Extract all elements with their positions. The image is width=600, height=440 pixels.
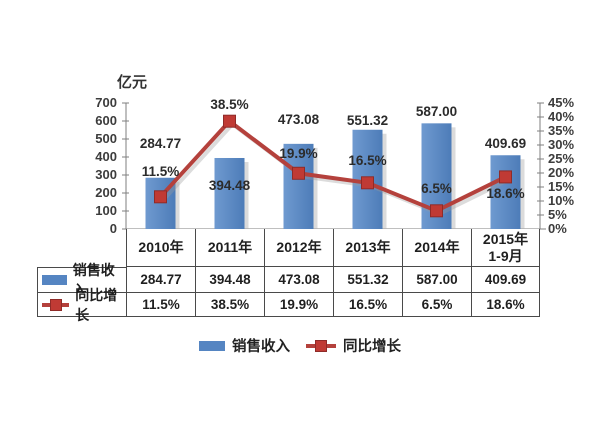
table-value: 284.77 — [126, 267, 195, 293]
line-series — [154, 114, 512, 218]
bar-value-label: 473.08 — [278, 112, 320, 127]
row-legend: 销售收入 — [37, 262, 126, 298]
line-value-label: 18.6% — [486, 186, 524, 201]
bar-value-label: 409.69 — [485, 136, 526, 151]
table-value: 11.5% — [126, 293, 195, 317]
right-axis-tick-label: 0% — [548, 221, 567, 236]
year-header: 2014年 — [402, 229, 471, 267]
bar-swatch-icon — [42, 275, 67, 285]
bar — [490, 155, 521, 229]
table-value: 16.5% — [333, 293, 402, 317]
table-value: 551.32 — [333, 267, 402, 293]
bar-value-label: 394.48 — [209, 178, 251, 193]
left-axis-tick-label: 0 — [110, 221, 117, 236]
line-marker — [223, 114, 236, 128]
bar-value-label: 587.00 — [416, 104, 457, 119]
table-value: 19.9% — [264, 293, 333, 317]
right-axis-tick-label: 10% — [548, 193, 574, 208]
bar-swatch-icon — [199, 340, 225, 351]
line-value-label: 38.5% — [210, 97, 248, 112]
bars-series — [145, 123, 525, 229]
left-axis-unit-label: 亿元 — [117, 74, 148, 91]
year-header: 2015年 1-9月 — [471, 229, 540, 267]
line-marker — [292, 166, 305, 180]
table-value: 587.00 — [402, 267, 471, 293]
line-marker — [499, 170, 512, 184]
left-axis-tick-label: 600 — [95, 113, 117, 128]
year-header: 2010年 — [126, 229, 195, 267]
left-axis-tick-label: 400 — [95, 149, 117, 164]
legend-label: 同比增长 — [343, 339, 401, 355]
chart-legend: 销售收入 同比增长 — [0, 335, 600, 356]
year-header: 2012年 — [264, 229, 333, 267]
bar — [283, 143, 314, 229]
right-axis-tick-label: 40% — [548, 109, 574, 124]
right-axis-tick-label: 5% — [548, 207, 567, 222]
left-axis-tick-label: 200 — [95, 185, 117, 200]
line-marker — [361, 176, 374, 190]
axes — [122, 102, 546, 230]
bar-value-label: 551.32 — [347, 113, 388, 128]
year-header: 2013年 — [333, 229, 402, 267]
line-value-label: 16.5% — [348, 153, 386, 168]
legend-label: 销售收入 — [232, 339, 290, 355]
table-value: 38.5% — [195, 293, 264, 317]
row-legend: 同比增长 — [37, 287, 126, 323]
line-swatch-icon — [42, 298, 70, 311]
right-axis-tick-label: 45% — [548, 95, 574, 110]
data-table: 2010年 2011年 2012年 2013年 2014年 2015年 1-9月销售收入 28… — [37, 229, 540, 323]
right-axis-tick-label: 30% — [548, 137, 574, 152]
left-axis-tick-label: 300 — [95, 167, 117, 182]
table-value: 473.08 — [264, 267, 333, 293]
bar-value-label: 284.77 — [140, 136, 181, 151]
bar — [214, 157, 245, 229]
line-shadow — [162, 121, 510, 216]
right-axis-tick-label: 25% — [548, 151, 574, 166]
table-value: 409.69 — [471, 267, 540, 293]
combo-chart-plot: 700 600 500 400 300 200 100 0 45%40%35%30%25%20%… — [95, 95, 574, 236]
line-marker-icon — [49, 298, 62, 311]
table-value: 18.6% — [471, 293, 540, 317]
growth-line — [159, 118, 507, 213]
year-header: 2011年 — [195, 229, 264, 267]
right-axis-tick-label: 35% — [548, 123, 574, 138]
table-value: 394.48 — [195, 267, 264, 293]
left-axis-tick-label: 500 — [95, 131, 117, 146]
line-value-label: 11.5% — [142, 164, 180, 179]
line-swatch-icon — [306, 339, 336, 352]
line-value-label: 19.9% — [279, 146, 317, 161]
legend-item: 销售收入 — [199, 335, 290, 356]
line-marker — [154, 190, 167, 204]
row-legend-label: 同比增长 — [75, 286, 118, 323]
left-axis-tick-label: 700 — [95, 95, 117, 110]
table-value: 6.5% — [402, 293, 471, 317]
line-marker-icon — [315, 339, 327, 352]
legend-item: 同比增长 — [306, 335, 401, 356]
line-marker — [430, 204, 443, 218]
line-value-label: 6.5% — [421, 181, 452, 196]
right-axis-tick-label: 15% — [548, 179, 574, 194]
right-axis-tick-label: 20% — [548, 165, 574, 180]
left-axis-tick-label: 100 — [95, 203, 117, 218]
